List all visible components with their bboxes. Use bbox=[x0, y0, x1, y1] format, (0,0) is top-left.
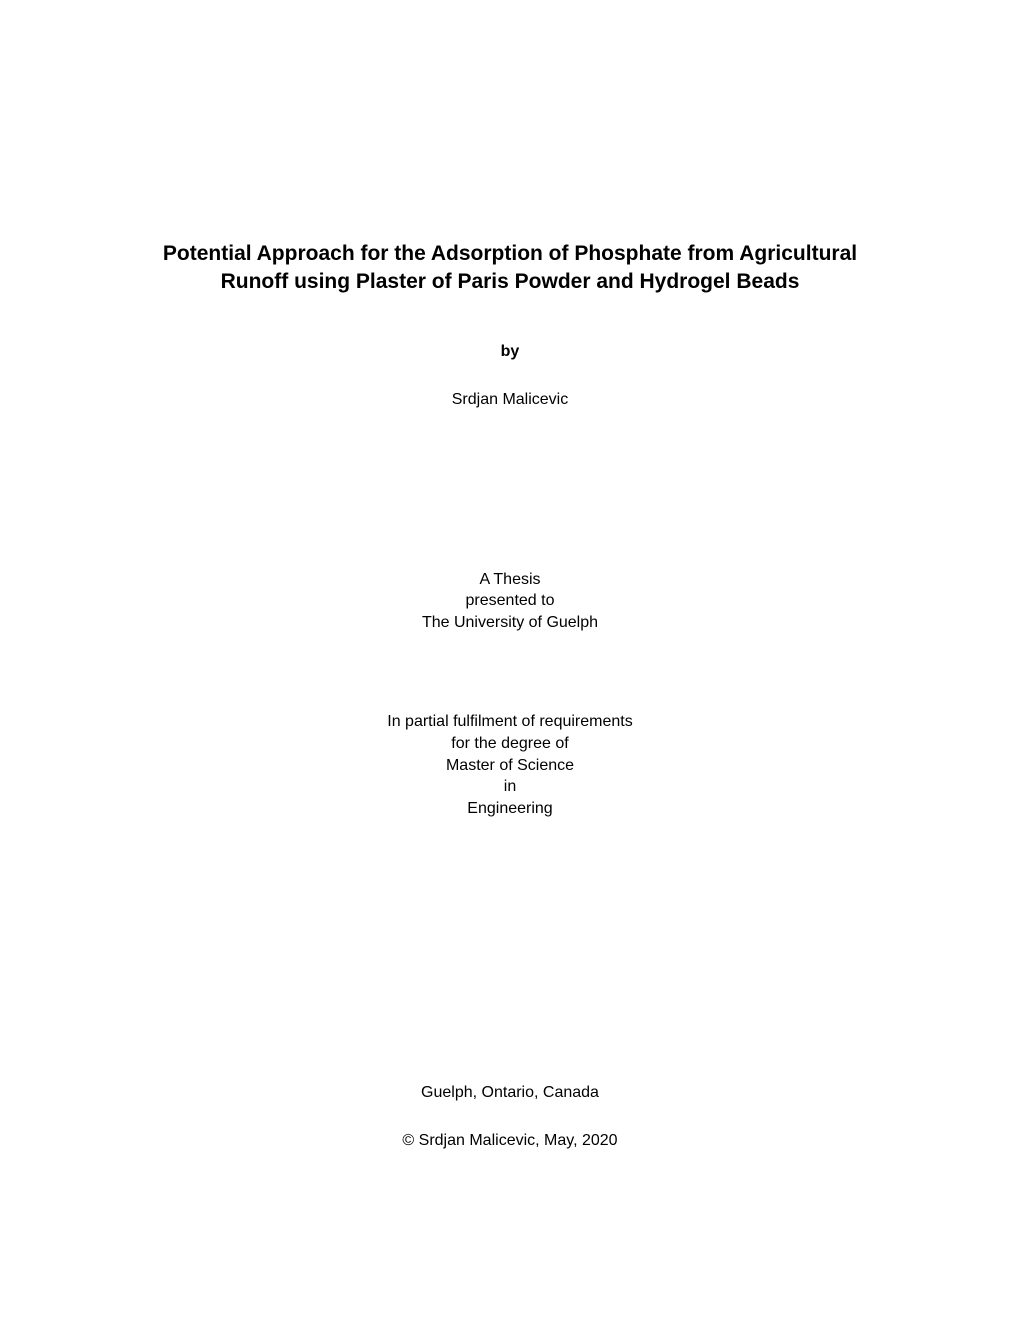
thesis-line-3: The University of Guelph bbox=[120, 612, 900, 634]
thesis-title: Potential Approach for the Adsorption of… bbox=[120, 240, 900, 297]
title-line-2: Runoff using Plaster of Paris Powder and… bbox=[120, 268, 900, 296]
fulfilment-line-1: In partial fulfilment of requirements bbox=[120, 711, 900, 733]
fulfilment-line-4: in bbox=[120, 776, 900, 798]
copyright-text: © Srdjan Malicevic, May, 2020 bbox=[120, 1132, 900, 1150]
thesis-presented-block: A Thesis presented to The University of … bbox=[120, 569, 900, 634]
fulfilment-line-3: Master of Science bbox=[120, 755, 900, 777]
fulfilment-line-2: for the degree of bbox=[120, 733, 900, 755]
title-line-1: Potential Approach for the Adsorption of… bbox=[120, 240, 900, 268]
thesis-line-2: presented to bbox=[120, 590, 900, 612]
thesis-title-page: Potential Approach for the Adsorption of… bbox=[0, 0, 1020, 1320]
by-label: by bbox=[120, 343, 900, 361]
fulfilment-line-5: Engineering bbox=[120, 798, 900, 820]
fulfilment-block: In partial fulfilment of requirements fo… bbox=[120, 711, 900, 819]
thesis-line-1: A Thesis bbox=[120, 569, 900, 591]
author-name: Srdjan Malicevic bbox=[120, 391, 900, 409]
location-text: Guelph, Ontario, Canada bbox=[120, 1084, 900, 1102]
